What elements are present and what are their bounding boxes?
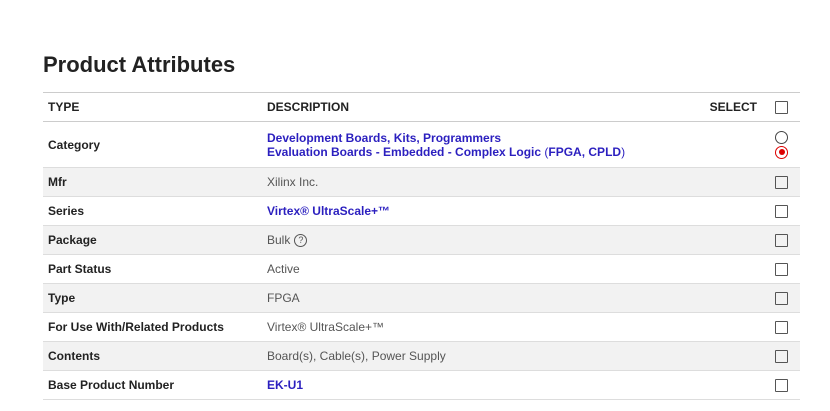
attribute-value: Board(s), Cable(s), Power Supply xyxy=(267,349,446,363)
attribute-description: Development Boards, Kits, Programmers Ev… xyxy=(262,121,703,168)
category-link-3[interactable]: FPGA, CPLD xyxy=(548,144,622,159)
attribute-value: FPGA xyxy=(267,291,300,305)
select-cell xyxy=(703,341,800,371)
table-row: Mfr Xilinx Inc. xyxy=(43,167,800,197)
attribute-type: Base Product Number xyxy=(43,370,262,400)
table-row: Type FPGA xyxy=(43,283,800,313)
paren-close: ) xyxy=(621,144,626,159)
select-cell xyxy=(703,254,800,284)
select-cell xyxy=(703,121,800,168)
select-cell xyxy=(703,283,800,313)
header-select: SELECT xyxy=(703,92,800,122)
attribute-value: Bulk xyxy=(267,232,291,247)
help-icon[interactable]: ? xyxy=(294,234,308,248)
attribute-value: Active xyxy=(267,262,300,276)
select-cell xyxy=(703,312,800,342)
select-checkbox[interactable] xyxy=(775,234,788,248)
category-radio-1[interactable] xyxy=(775,130,788,144)
attribute-type: Mfr xyxy=(43,167,262,197)
attribute-description: Bulk? xyxy=(262,225,703,255)
select-cell xyxy=(703,196,800,226)
select-checkbox[interactable] xyxy=(775,350,788,364)
attribute-value: Virtex® UltraScale+™ xyxy=(267,320,384,334)
product-attributes-table: TYPE DESCRIPTION SELECT Category Develop… xyxy=(43,92,800,400)
attribute-description: Virtex® UltraScale+™ xyxy=(262,312,703,342)
table-row: Part Status Active xyxy=(43,254,800,284)
attribute-description: Virtex® UltraScale+™ xyxy=(262,196,703,226)
table-row: Series Virtex® UltraScale+™ xyxy=(43,196,800,226)
attribute-description: Active xyxy=(262,254,703,284)
select-all-checkbox[interactable] xyxy=(775,100,788,114)
table-row: Category Development Boards, Kits, Progr… xyxy=(43,121,800,168)
select-checkbox[interactable] xyxy=(775,321,788,335)
category-link-2[interactable]: Evaluation Boards - Embedded - Complex L… xyxy=(267,144,542,159)
paren-open: ( xyxy=(541,144,549,159)
select-cell xyxy=(703,167,800,197)
attribute-description: Board(s), Cable(s), Power Supply xyxy=(262,341,703,371)
attribute-type: Package xyxy=(43,225,262,255)
select-cell xyxy=(703,370,800,400)
attribute-description: Xilinx Inc. xyxy=(262,167,703,197)
attribute-type: Type xyxy=(43,283,262,313)
select-cell xyxy=(703,225,800,255)
select-checkbox[interactable] xyxy=(775,176,788,190)
select-checkbox[interactable] xyxy=(775,205,788,219)
attribute-link[interactable]: EK-U1 xyxy=(267,378,304,392)
header-description: DESCRIPTION xyxy=(262,92,703,122)
attribute-type: Contents xyxy=(43,341,262,371)
attribute-value: Xilinx Inc. xyxy=(267,175,319,189)
category-link-1[interactable]: Development Boards, Kits, Programmers xyxy=(267,130,502,145)
category-radio-2[interactable] xyxy=(775,145,788,159)
table-row: Base Product Number EK-U1 xyxy=(43,370,800,400)
page-title: Product Attributes xyxy=(43,52,236,77)
attribute-description: EK-U1 xyxy=(262,370,703,400)
attribute-description: FPGA xyxy=(262,283,703,313)
attribute-type: Part Status xyxy=(43,254,262,284)
table-row: For Use With/Related Products Virtex® Ult… xyxy=(43,312,800,342)
attribute-type: For Use With/Related Products xyxy=(43,312,262,342)
select-checkbox[interactable] xyxy=(775,292,788,306)
header-type: TYPE xyxy=(43,92,262,122)
select-checkbox[interactable] xyxy=(775,379,788,393)
table-header: TYPE DESCRIPTION SELECT xyxy=(43,92,800,122)
table-row: Contents Board(s), Cable(s), Power Supply xyxy=(43,341,800,371)
attribute-link[interactable]: Virtex® UltraScale+™ xyxy=(267,204,391,218)
select-label: SELECT xyxy=(709,100,757,115)
attribute-type: Series xyxy=(43,196,262,226)
table-row: Package Bulk? xyxy=(43,225,800,255)
select-checkbox[interactable] xyxy=(775,263,788,277)
attribute-type: Category xyxy=(43,121,262,168)
